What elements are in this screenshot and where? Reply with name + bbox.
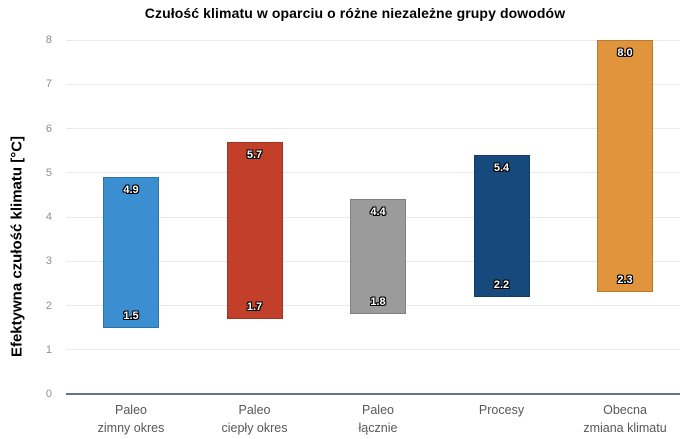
y-tick-label: 5 [45, 166, 52, 179]
gridline [66, 128, 680, 129]
category-label-line: Procesy [478, 403, 525, 417]
gridline [66, 349, 680, 351]
category-label-line: zimny okres [97, 421, 165, 435]
bar-low-value-label: 2.2 [493, 278, 510, 291]
category-label-line: Paleo [238, 403, 271, 417]
bar-low-value-label: 2.3 [617, 274, 633, 287]
category-label-line: zmiana klimatu [583, 421, 667, 435]
category-label-line: Paleo [115, 403, 147, 417]
y-tick-label: 4 [45, 211, 52, 223]
gridline [66, 83, 680, 85]
category-label-line: ciepły okres [221, 421, 288, 435]
range-bar: 4.4 1.8 [350, 199, 406, 315]
range-bar: 4.9 1.5 [103, 177, 159, 328]
bar-high-value-label: 5.4 [493, 162, 510, 175]
category-label: Paleo zimny okres [56, 401, 206, 437]
bar-high-value-label: 8.0 [617, 47, 633, 59]
gridline [66, 39, 680, 41]
y-tick-label: 7 [45, 78, 52, 91]
category-label: Procesy [427, 401, 577, 419]
bar-low-value-label: 1.7 [246, 300, 263, 313]
range-bar: 5.7 1.7 [226, 141, 283, 319]
range-bar: 5.4 2.2 [473, 155, 530, 297]
category-label: Paleo ciepły okres [180, 401, 330, 437]
gridline [66, 172, 680, 174]
chart-title: Czułość klimatu w oparciu o różne niezal… [144, 5, 566, 21]
range-bar: 8.0 2.3 [597, 40, 653, 293]
bar-low-value-label: 1.5 [123, 309, 139, 322]
y-tick-label: 0 [45, 388, 52, 400]
category-label-line: Obecna [603, 403, 647, 417]
category-label-line: łącznie [358, 421, 398, 435]
category-label-line: Paleo [362, 403, 394, 417]
bar-high-value-label: 4.9 [123, 184, 139, 197]
y-tick-label: 8 [45, 34, 52, 46]
x-axis-line [66, 393, 680, 395]
category-label: Paleo łącznie [303, 401, 453, 437]
y-tick-label: 2 [45, 299, 52, 312]
bar-high-value-label: 5.7 [246, 148, 263, 161]
y-tick-label: 6 [45, 122, 52, 135]
y-tick-label: 3 [45, 255, 52, 268]
y-tick-label: 1 [45, 343, 52, 356]
bar-high-value-label: 4.4 [370, 206, 386, 219]
category-label: Obecna zmiana klimatu [550, 401, 680, 437]
bar-low-value-label: 1.8 [370, 296, 386, 309]
